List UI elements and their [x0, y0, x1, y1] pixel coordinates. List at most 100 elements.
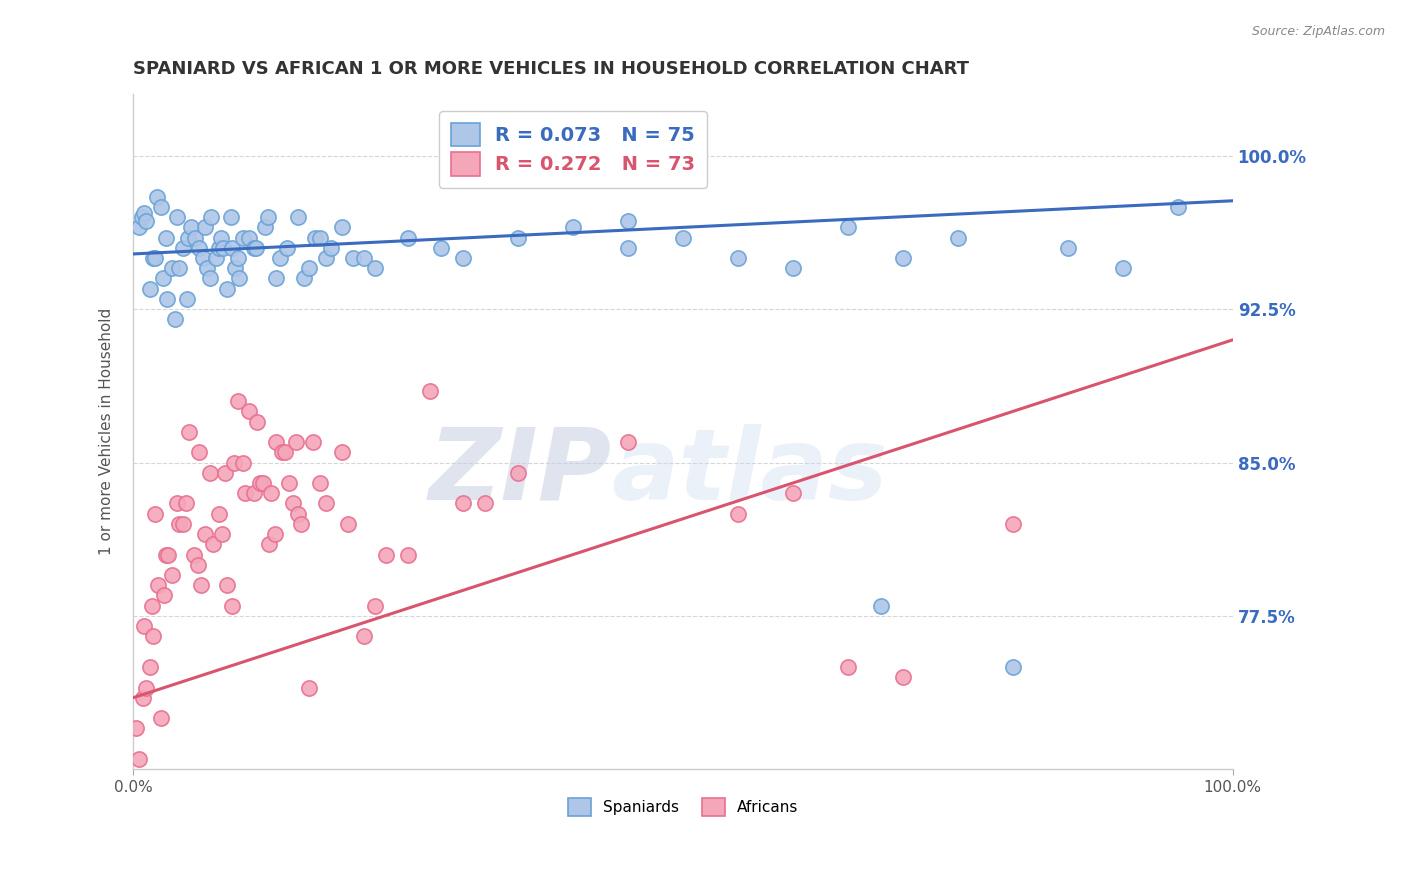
Point — [419, 384, 441, 398]
Point — [211, 527, 233, 541]
Point — [224, 261, 246, 276]
Point — [264, 271, 287, 285]
Point — [284, 435, 307, 450]
Point — [183, 230, 205, 244]
Point — [617, 435, 640, 450]
Point — [1001, 516, 1024, 531]
Point — [375, 548, 398, 562]
Point — [727, 507, 749, 521]
Point — [238, 404, 260, 418]
Point — [1001, 660, 1024, 674]
Point — [232, 230, 254, 244]
Point — [254, 220, 277, 235]
Point — [212, 241, 235, 255]
Point — [353, 251, 375, 265]
Point — [304, 230, 326, 244]
Point — [233, 486, 256, 500]
Point — [177, 230, 200, 244]
Point — [172, 516, 194, 531]
Point — [278, 475, 301, 490]
Point — [396, 230, 419, 244]
Point — [319, 241, 342, 255]
Point — [232, 456, 254, 470]
Point — [155, 548, 177, 562]
Point — [149, 200, 172, 214]
Point — [194, 220, 217, 235]
Point — [309, 230, 332, 244]
Point — [204, 251, 226, 265]
Point — [238, 230, 260, 244]
Point — [430, 241, 453, 255]
Point — [364, 599, 387, 613]
Point — [128, 220, 150, 235]
Point — [169, 261, 191, 276]
Point — [474, 496, 496, 510]
Point — [163, 312, 186, 326]
Point — [228, 271, 250, 285]
Point — [302, 435, 325, 450]
Point — [245, 241, 267, 255]
Point — [330, 220, 353, 235]
Point — [315, 251, 337, 265]
Point — [208, 241, 231, 255]
Point — [1167, 200, 1189, 214]
Point — [330, 445, 353, 459]
Point — [132, 206, 155, 220]
Point — [166, 496, 188, 510]
Point — [142, 251, 165, 265]
Point — [298, 681, 321, 695]
Point — [946, 230, 969, 244]
Point — [208, 507, 231, 521]
Point — [246, 415, 269, 429]
Point — [166, 210, 188, 224]
Point — [195, 261, 218, 276]
Point — [132, 690, 155, 705]
Point — [259, 486, 281, 500]
Point — [160, 261, 183, 276]
Text: SPANIARD VS AFRICAN 1 OR MORE VEHICLES IN HOUSEHOLD CORRELATION CHART: SPANIARD VS AFRICAN 1 OR MORE VEHICLES I… — [134, 60, 969, 78]
Point — [188, 445, 211, 459]
Point — [451, 496, 474, 510]
Point — [274, 445, 297, 459]
Point — [252, 475, 274, 490]
Point — [224, 456, 246, 470]
Text: ZIP: ZIP — [429, 424, 612, 521]
Text: atlas: atlas — [612, 424, 889, 521]
Point — [138, 660, 160, 674]
Point — [135, 214, 157, 228]
Point — [243, 486, 266, 500]
Point — [270, 445, 292, 459]
Point — [143, 251, 166, 265]
Point — [782, 486, 804, 500]
Point — [315, 496, 337, 510]
Point — [727, 251, 749, 265]
Point — [172, 241, 194, 255]
Point — [209, 230, 232, 244]
Point — [276, 241, 298, 255]
Point — [1112, 261, 1135, 276]
Point — [131, 210, 153, 224]
Point — [221, 241, 243, 255]
Point — [194, 527, 217, 541]
Point — [287, 507, 309, 521]
Point — [143, 507, 166, 521]
Point — [226, 394, 249, 409]
Point — [336, 516, 359, 531]
Point — [837, 220, 859, 235]
Point — [214, 466, 236, 480]
Point — [174, 496, 197, 510]
Point — [176, 292, 198, 306]
Point — [132, 619, 155, 633]
Point — [138, 282, 160, 296]
Point — [193, 251, 215, 265]
Point — [215, 578, 238, 592]
Point — [146, 190, 169, 204]
Point — [131, 803, 153, 817]
Point — [1056, 241, 1078, 255]
Point — [141, 599, 163, 613]
Point — [188, 241, 211, 255]
Point — [198, 466, 221, 480]
Point — [153, 589, 176, 603]
Point — [215, 282, 238, 296]
Point — [219, 210, 242, 224]
